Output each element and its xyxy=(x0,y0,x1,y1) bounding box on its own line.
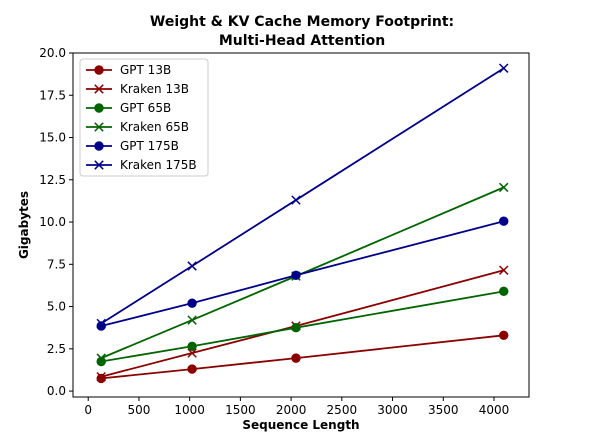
chart-title-line-1: Weight & KV Cache Memory Footprint: xyxy=(150,14,454,30)
data-point-gpt-13b xyxy=(291,353,301,363)
data-point-gpt-13b xyxy=(499,330,509,340)
legend-marker xyxy=(94,65,104,75)
data-point-kraken-175b xyxy=(96,318,106,329)
data-point-kraken-13b xyxy=(187,348,197,358)
legend: GPT 13B Kraken 13B GPT 65B Kraken 65B GPT 17… xyxy=(79,58,209,177)
legend-label: Kraken 175B xyxy=(120,158,197,172)
data-point-gpt-175b xyxy=(96,321,106,331)
data-point-kraken-175b xyxy=(499,63,509,73)
series-line-kraken-65b xyxy=(100,186,505,359)
legend-item-kraken-175b: Kraken 175B xyxy=(86,158,197,172)
series-kraken-175b xyxy=(96,63,509,329)
y-tick-label: 20.0 xyxy=(39,46,66,60)
x-axis-label: Sequence Length xyxy=(242,418,359,432)
legend-item-kraken-65b: Kraken 65B xyxy=(86,120,189,134)
legend-marker xyxy=(94,103,104,113)
data-point-gpt-175b xyxy=(187,298,197,308)
series-line-kraken-175b xyxy=(100,67,505,325)
legend-label: GPT 65B xyxy=(120,101,171,115)
x-tick-label: 0 xyxy=(84,403,92,417)
data-point-gpt-13b xyxy=(187,364,197,374)
y-tick-label: 5.0 xyxy=(47,300,66,314)
legend-marker xyxy=(94,141,104,151)
series-gpt-175b xyxy=(96,216,509,331)
legend-item-gpt-13b: GPT 13B xyxy=(86,63,171,77)
legend-item-gpt-175b: GPT 175B xyxy=(86,139,179,153)
series-line-gpt-175b xyxy=(100,220,504,327)
series-line-gpt-13b xyxy=(101,334,504,380)
data-point-gpt-65b xyxy=(291,322,301,333)
y-tick-label: 0.0 xyxy=(47,384,66,398)
chart-title-line-2: Multi-Head Attention xyxy=(219,33,385,49)
x-tick-label: 2500 xyxy=(327,403,358,417)
x-tick-label: 1000 xyxy=(174,403,205,417)
series-kraken-13b xyxy=(96,265,509,382)
data-point-kraken-13b xyxy=(499,265,509,275)
data-point-kraken-65b xyxy=(96,353,106,363)
y-tick-label: 2.5 xyxy=(47,342,66,356)
legend-label: GPT 175B xyxy=(120,139,179,153)
data-point-gpt-175b xyxy=(499,216,509,226)
series-line-gpt-65b xyxy=(101,290,504,363)
y-tick-label: 17.5 xyxy=(39,88,66,102)
x-tick-label: 3000 xyxy=(377,403,408,417)
series-gpt-13b xyxy=(96,330,509,384)
series-layer xyxy=(96,63,509,384)
x-tick-label: 1500 xyxy=(225,403,256,417)
legend-marker xyxy=(94,160,104,170)
y-tick-label: 7.5 xyxy=(47,257,66,271)
y-axis-label: Gigabytes xyxy=(17,191,31,259)
x-tick-label: 500 xyxy=(127,403,150,417)
data-point-gpt-65b xyxy=(499,286,509,297)
y-tick-label: 12.5 xyxy=(39,173,66,187)
series-gpt-65b xyxy=(96,286,509,367)
data-point-kraken-175b xyxy=(187,261,197,271)
x-tick-label: 4000 xyxy=(479,403,510,417)
legend-marker xyxy=(94,84,104,94)
data-point-kraken-65b xyxy=(187,315,197,325)
x-axis: 0 500 1000 1500 2000 2500 3000 3500 4000 xyxy=(84,397,509,417)
data-point-kraken-175b xyxy=(291,195,301,205)
y-axis: 0.0 2.5 5.0 7.5 10.0 12.5 15.0 17.5 20.0 xyxy=(39,46,73,398)
data-point-gpt-175b xyxy=(291,270,301,280)
y-tick-label: 15.0 xyxy=(39,131,66,145)
legend-label: Kraken 65B xyxy=(120,120,189,134)
data-point-kraken-13b xyxy=(96,371,106,382)
x-tick-label: 2000 xyxy=(276,403,307,417)
legend-item-gpt-65b: GPT 65B xyxy=(86,101,171,115)
x-tick-label: 3500 xyxy=(428,403,459,417)
y-tick-label: 10.0 xyxy=(39,215,66,229)
legend-label: Kraken 13B xyxy=(120,82,189,96)
legend-marker xyxy=(94,122,104,132)
series-line-kraken-13b xyxy=(100,269,504,378)
data-point-gpt-65b xyxy=(187,341,197,351)
legend-label: GPT 13B xyxy=(120,63,171,77)
plot-frame xyxy=(72,52,530,398)
legend-item-kraken-13b: Kraken 13B xyxy=(86,82,189,96)
data-point-kraken-65b xyxy=(499,182,509,193)
